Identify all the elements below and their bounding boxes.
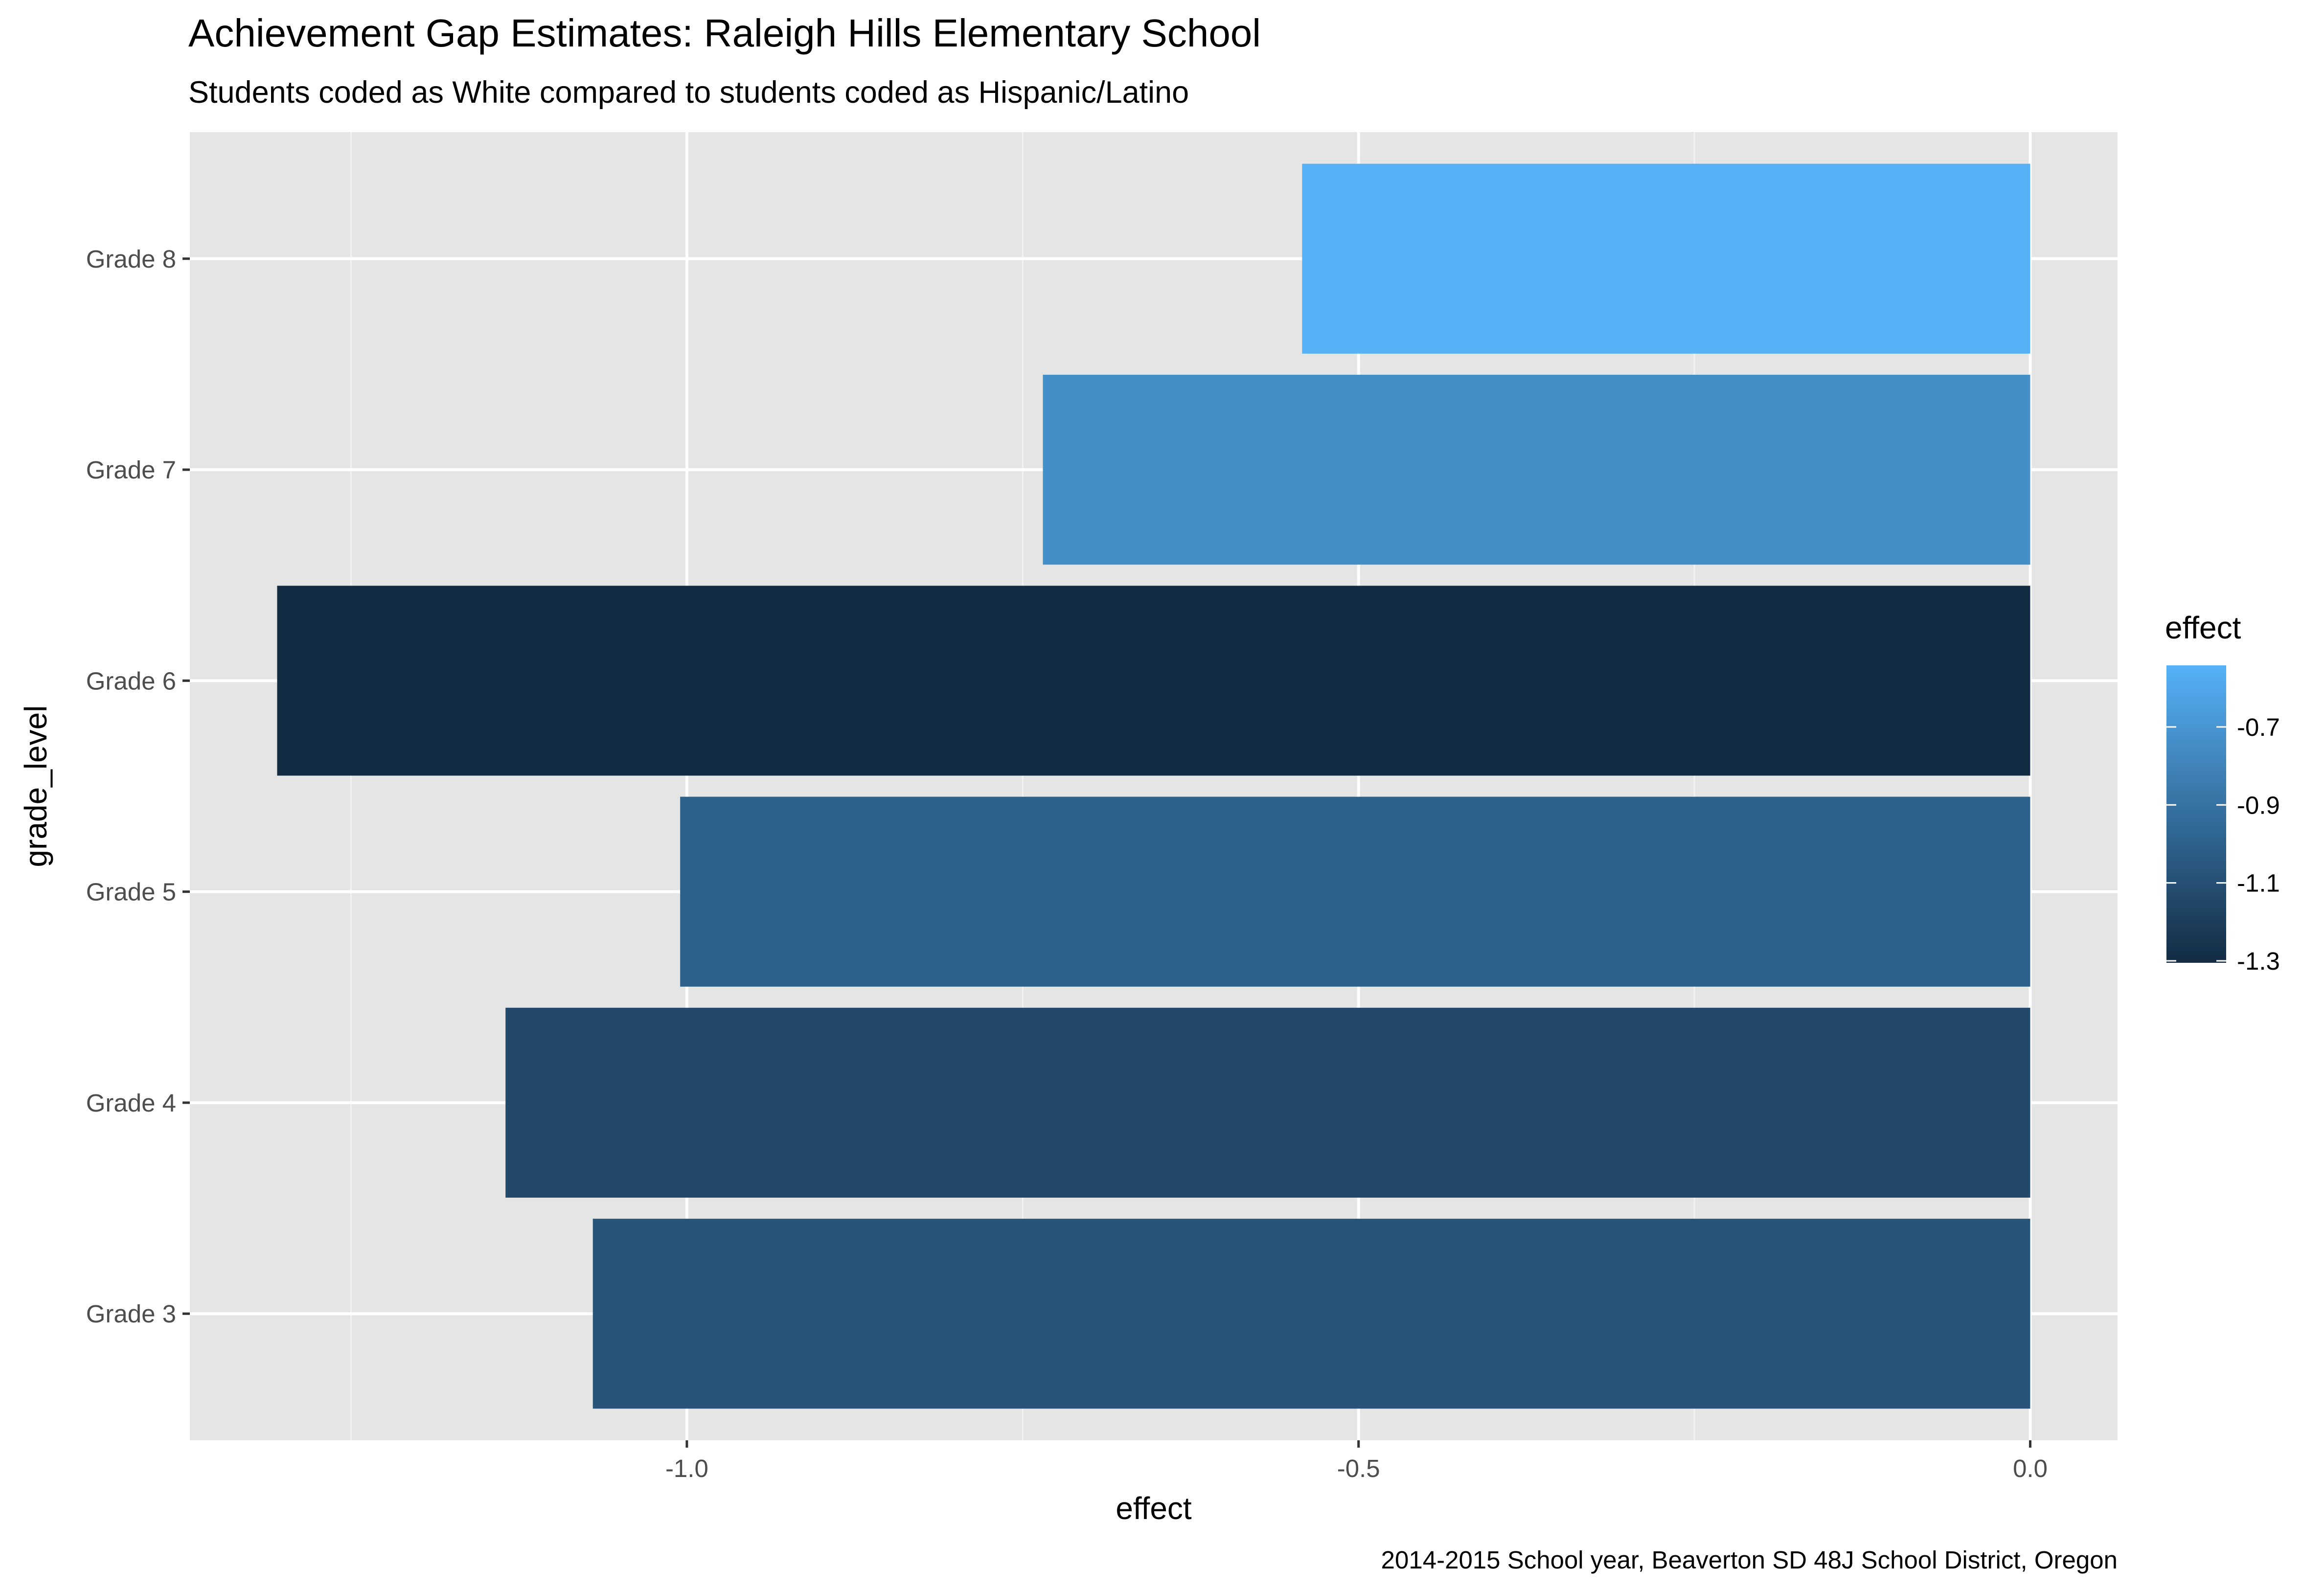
- y-tick-label: Grade 3: [86, 1300, 176, 1328]
- legend-tick-label: -0.9: [2237, 791, 2280, 819]
- legend-ticks: -0.7 -0.9 -1.1 -1.3: [2166, 713, 2280, 975]
- x-tick-label: 0.0: [2013, 1454, 2048, 1482]
- legend-title: effect: [2165, 610, 2241, 645]
- x-axis-title: effect: [1116, 1491, 1192, 1526]
- chart-caption: 2014-2015 School year, Beaverton SD 48J …: [1381, 1546, 2118, 1574]
- y-tick-label: Grade 6: [86, 667, 176, 695]
- color-legend: effect -0.7 -0.9 -1.1 -1.3: [2165, 610, 2280, 975]
- legend-tick-label: -1.3: [2237, 947, 2280, 975]
- y-tick-label: Grade 8: [86, 245, 176, 273]
- legend-colorbar: [2166, 665, 2226, 963]
- y-axis-title: grade_level: [18, 705, 53, 867]
- x-axis: -1.0 -0.5 0.0: [665, 1440, 2048, 1482]
- y-tick-label: Grade 7: [86, 456, 176, 484]
- bar-grade-5: [680, 796, 2030, 987]
- x-tick-label: -0.5: [1337, 1454, 1380, 1482]
- x-tick-label: -1.0: [665, 1454, 708, 1482]
- bar-grade-6: [277, 586, 2030, 776]
- legend-tick-label: -0.7: [2237, 713, 2280, 741]
- y-tick-label: Grade 5: [86, 878, 176, 906]
- bar-grade-7: [1043, 374, 2030, 565]
- legend-tick-label: -1.1: [2237, 869, 2280, 897]
- bar-grade-8: [1302, 163, 2030, 354]
- bar-grade-3: [592, 1219, 2030, 1409]
- bars: [277, 163, 2030, 1409]
- y-tick-label: Grade 4: [86, 1089, 176, 1117]
- bar-grade-4: [505, 1007, 2030, 1198]
- chart-subtitle: Students coded as White compared to stud…: [188, 75, 1189, 110]
- y-axis: Grade 3 Grade 4 Grade 5 Grade 6 Grade 7 Grade…: [86, 245, 190, 1328]
- chart-title: Achievement Gap Estimates: Raleigh Hills…: [188, 11, 1261, 55]
